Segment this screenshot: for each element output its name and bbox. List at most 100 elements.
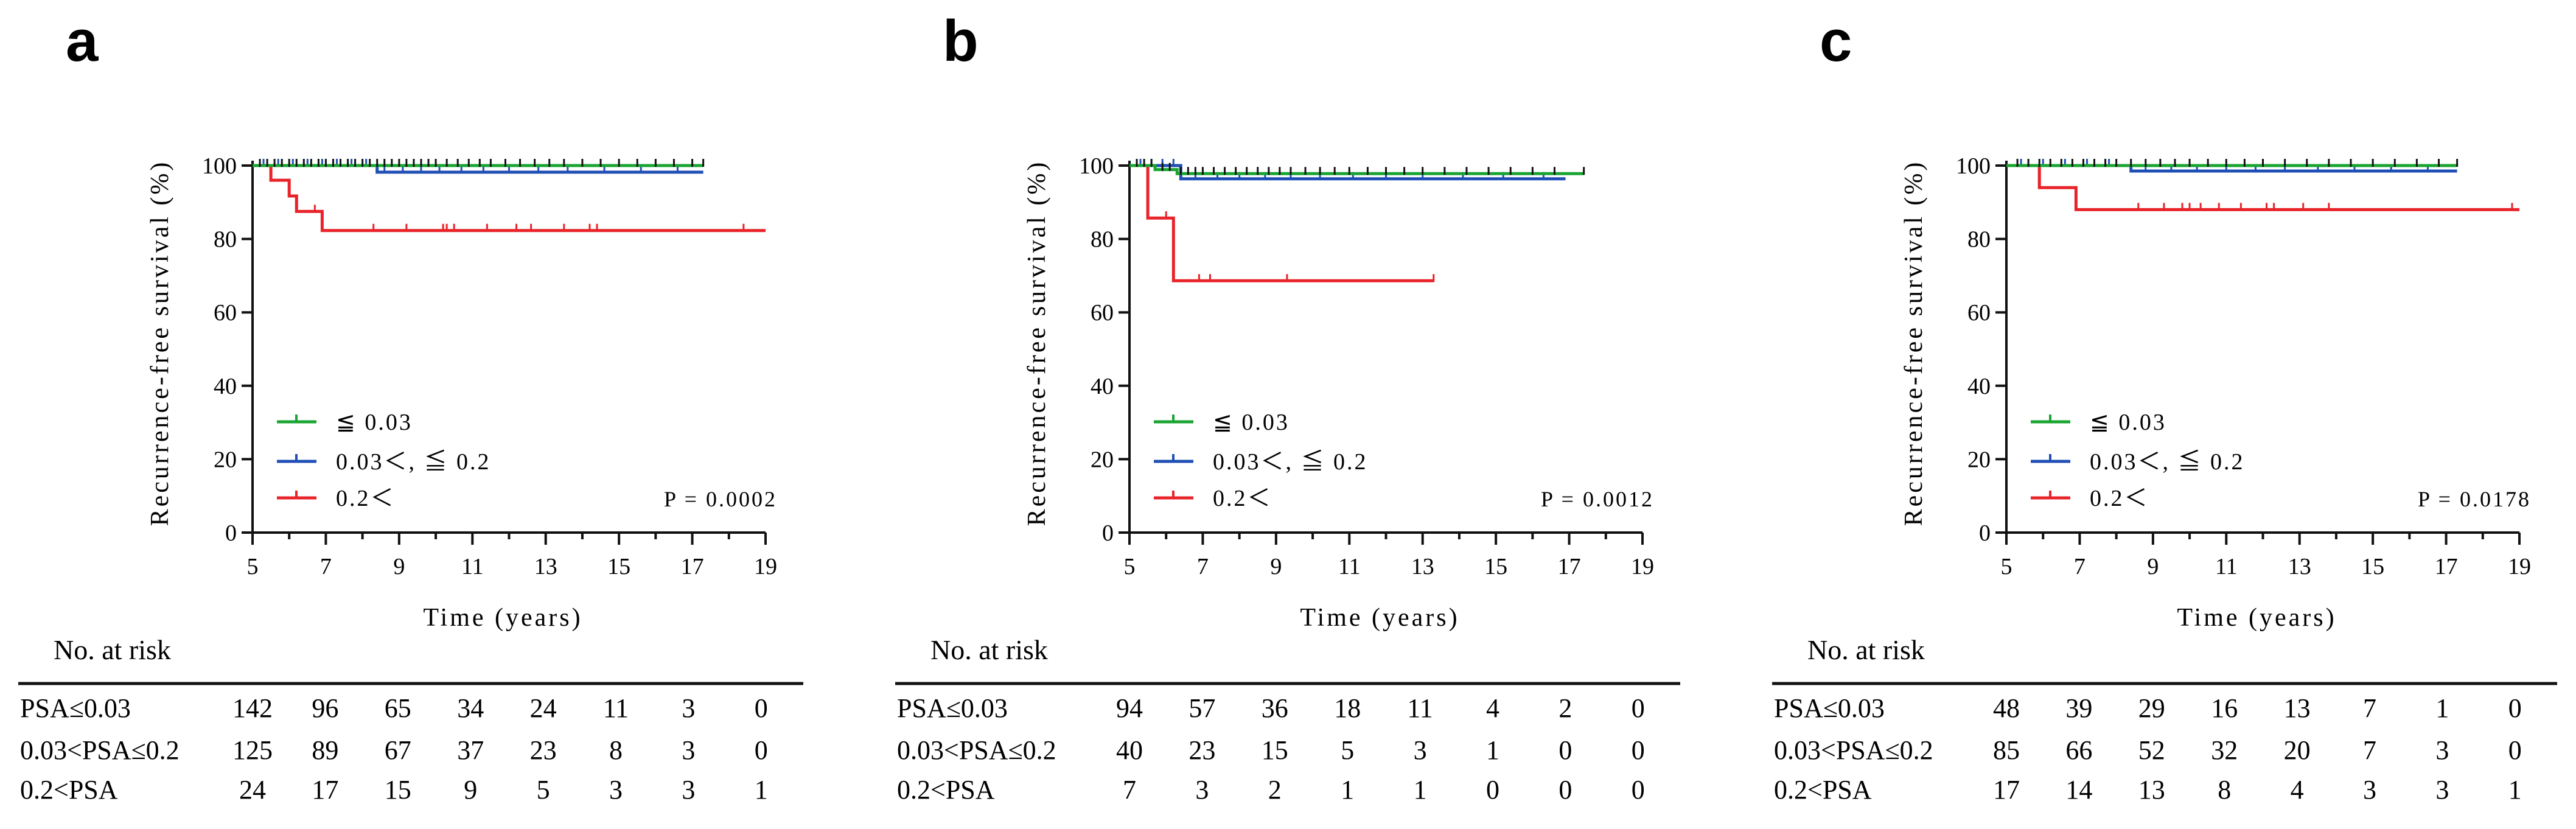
- risk-cell-value: 0: [1632, 735, 1645, 765]
- y-tick-label: 100: [202, 153, 237, 179]
- x-axis-title: Time (years): [1300, 604, 1459, 632]
- risk-cell-value: 24: [530, 693, 557, 723]
- x-tick-label: 19: [1631, 554, 1654, 579]
- risk-table-title: No. at risk: [930, 634, 1048, 665]
- x-tick-label: 5: [1124, 554, 1136, 579]
- x-tick-label: 17: [2435, 554, 2458, 579]
- risk-cell-value: 0: [755, 693, 768, 723]
- legend-label: 0.2＜: [2090, 486, 2149, 511]
- risk-cell-value: 0: [2508, 735, 2522, 765]
- legend-label: 0.2＜: [336, 486, 396, 511]
- risk-cell-value: 89: [312, 735, 338, 765]
- risk-cell-value: 7: [2363, 693, 2376, 723]
- risk-cell-value: 0: [1486, 775, 1499, 805]
- y-axis-title: Recurrence-free survival (%): [1023, 160, 1051, 526]
- y-tick-label: 40: [1091, 374, 1114, 399]
- y-tick-label: 20: [214, 447, 237, 472]
- y-axis-title: Recurrence-free survival (%): [1900, 160, 1928, 526]
- risk-table-title: No. at risk: [1807, 634, 1925, 665]
- risk-cell-value: 9: [464, 775, 477, 805]
- risk-cell-value: 5: [1341, 735, 1354, 765]
- risk-cell-value: 3: [2435, 775, 2449, 805]
- y-tick-label: 60: [1967, 300, 1991, 326]
- risk-cell-value: 48: [1993, 693, 2020, 723]
- y-tick-label: 80: [214, 227, 237, 253]
- y-tick-label: 100: [1079, 153, 1114, 179]
- risk-cell-value: 3: [2435, 735, 2449, 765]
- x-tick-label: 11: [1338, 554, 1361, 579]
- p-value: P = 0.0012: [1541, 487, 1654, 511]
- risk-cell-value: 15: [385, 775, 411, 805]
- x-tick-label: 15: [2361, 554, 2384, 579]
- risk-cell-value: 1: [1414, 775, 1427, 805]
- km-curve-series-3: [253, 164, 766, 233]
- y-tick-label: 100: [1956, 153, 1991, 179]
- risk-cell-value: 29: [2138, 693, 2165, 723]
- legend-label: 0.03＜, ≦ 0.2: [2090, 449, 2245, 475]
- risk-cell-value: 13: [2138, 775, 2165, 805]
- x-tick-label: 7: [2074, 554, 2086, 579]
- risk-cell-value: 1: [1486, 735, 1499, 765]
- risk-cell-value: 142: [232, 693, 273, 723]
- risk-row-label: PSA≤0.03: [1774, 693, 1885, 723]
- risk-cell-value: 96: [312, 693, 338, 723]
- y-tick-label: 60: [1091, 300, 1114, 326]
- legend-label: 0.2＜: [1213, 486, 1272, 511]
- risk-cell-value: 39: [2065, 693, 2092, 723]
- risk-cell-value: 23: [1189, 735, 1215, 765]
- risk-cell-value: 0: [1632, 775, 1645, 805]
- risk-cell-value: 40: [1116, 735, 1143, 765]
- risk-cell-value: 17: [1993, 775, 2020, 805]
- legend-label: 0.03＜, ≦ 0.2: [336, 449, 491, 475]
- risk-table-title: No. at risk: [54, 634, 171, 665]
- x-tick-label: 7: [1197, 554, 1209, 579]
- risk-cell-value: 1: [755, 775, 768, 805]
- km-curve-series-3: [1129, 164, 1434, 282]
- risk-cell-value: 3: [682, 735, 695, 765]
- x-tick-label: 7: [320, 554, 332, 579]
- risk-row-label: PSA≤0.03: [20, 693, 131, 723]
- risk-row-label: 0.03<PSA≤0.2: [1774, 735, 1933, 765]
- risk-cell-value: 2: [1559, 693, 1572, 723]
- risk-cell-value: 37: [457, 735, 484, 765]
- p-value: P = 0.0178: [2418, 487, 2531, 511]
- risk-cell-value: 1: [2508, 775, 2522, 805]
- risk-row-label: 0.03<PSA≤0.2: [897, 735, 1056, 765]
- y-tick-label: 20: [1967, 447, 1991, 472]
- x-tick-label: 13: [1411, 554, 1434, 579]
- y-tick-label: 0: [1102, 520, 1114, 546]
- x-tick-label: 13: [534, 554, 557, 579]
- risk-cell-value: 4: [1486, 693, 1499, 723]
- y-axis-title: Recurrence-free survival (%): [146, 160, 174, 526]
- risk-cell-value: 34: [457, 693, 484, 723]
- risk-cell-value: 57: [1189, 693, 1215, 723]
- risk-cell-value: 11: [603, 693, 629, 723]
- y-tick-label: 80: [1091, 227, 1114, 253]
- x-tick-label: 9: [1270, 554, 1282, 579]
- risk-cell-value: 125: [232, 735, 273, 765]
- x-tick-label: 5: [247, 554, 259, 579]
- x-tick-label: 19: [754, 554, 777, 579]
- risk-cell-value: 24: [239, 775, 266, 805]
- risk-cell-value: 7: [1123, 775, 1136, 805]
- risk-cell-value: 15: [1262, 735, 1288, 765]
- risk-cell-value: 3: [682, 693, 695, 723]
- risk-cell-value: 3: [682, 775, 695, 805]
- risk-cell-value: 1: [2435, 693, 2449, 723]
- risk-cell-value: 5: [537, 775, 550, 805]
- y-tick-label: 60: [214, 300, 237, 326]
- x-tick-label: 11: [2215, 554, 2238, 579]
- x-tick-label: 17: [681, 554, 704, 579]
- risk-cell-value: 13: [2284, 693, 2311, 723]
- risk-cell-value: 0: [1559, 775, 1572, 805]
- risk-cell-value: 4: [2291, 775, 2304, 805]
- y-tick-label: 40: [1967, 374, 1991, 399]
- risk-cell-value: 2: [1268, 775, 1282, 805]
- risk-cell-value: 0: [755, 735, 768, 765]
- x-tick-label: 5: [2001, 554, 2012, 579]
- risk-cell-value: 1: [1341, 775, 1354, 805]
